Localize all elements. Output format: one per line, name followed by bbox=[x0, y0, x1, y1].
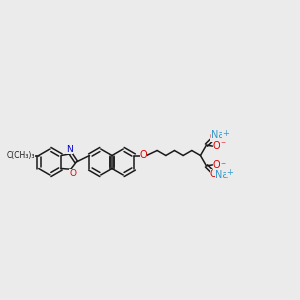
Text: +: + bbox=[226, 168, 233, 177]
Text: N: N bbox=[66, 145, 73, 154]
Text: ⁻: ⁻ bbox=[220, 161, 225, 171]
Text: O: O bbox=[69, 169, 76, 178]
Text: +: + bbox=[222, 129, 229, 138]
Text: ⁻: ⁻ bbox=[220, 140, 225, 150]
Text: O: O bbox=[213, 160, 220, 170]
Text: O: O bbox=[210, 132, 217, 142]
Text: Na: Na bbox=[211, 130, 224, 140]
Text: O: O bbox=[210, 169, 217, 179]
Text: O: O bbox=[140, 151, 147, 160]
Text: Na: Na bbox=[215, 170, 228, 180]
Text: C(CH₃)₃: C(CH₃)₃ bbox=[7, 151, 35, 160]
Text: O: O bbox=[213, 141, 220, 151]
